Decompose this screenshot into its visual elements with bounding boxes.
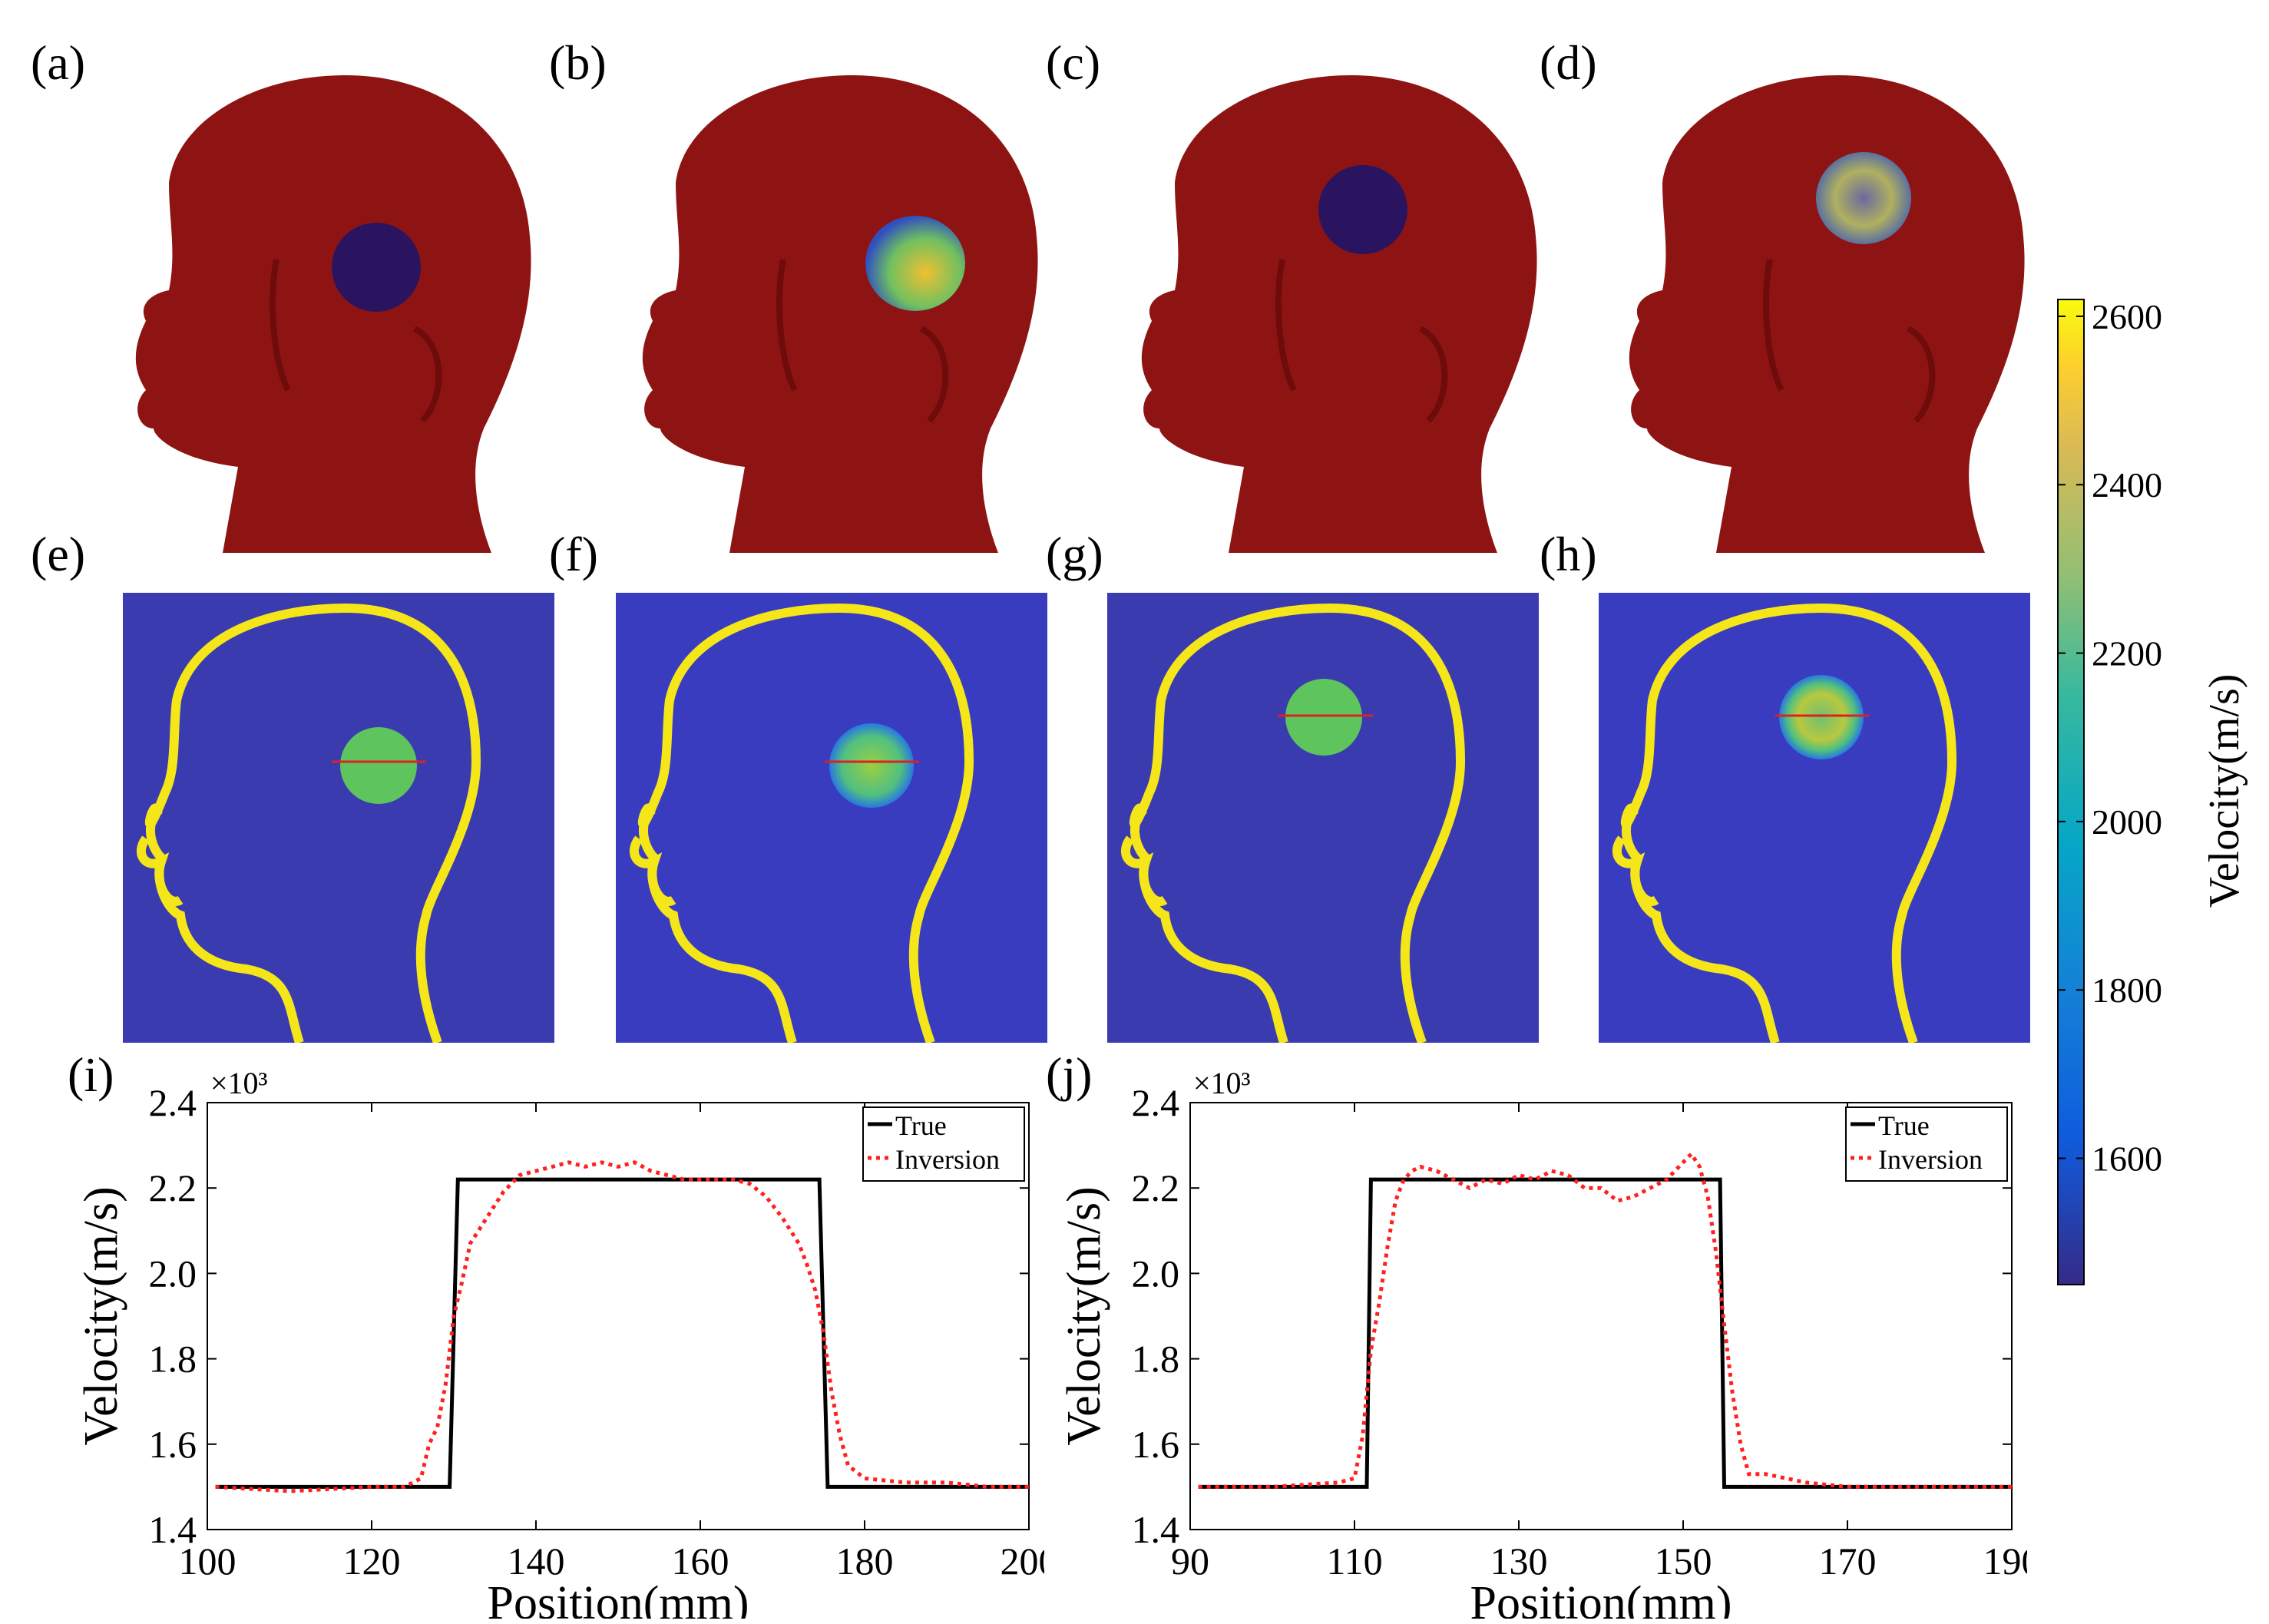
legend-label-true: True: [895, 1110, 947, 1141]
panel-label-b: (b): [549, 35, 607, 90]
y-tick-label: 1.6: [149, 1423, 197, 1466]
x-tick-label: 90: [1171, 1540, 1209, 1583]
x-tick-label: 130: [1490, 1540, 1548, 1583]
y-tick-label: 2.4: [1132, 1081, 1180, 1124]
colorbar: 1600 1800 2000 2200 2400 2600 Velocity(m/s): [2057, 297, 2248, 1285]
x-axis-label: Position(mm): [1470, 1577, 1732, 1619]
panel-label-a: (a): [31, 35, 86, 90]
panel-label-h: (h): [1540, 527, 1597, 581]
head-3d-d: [1629, 75, 2025, 553]
y-tick-label: 2.4: [149, 1081, 197, 1124]
inclusion-ellipse: [1816, 152, 1911, 244]
inclusion-circle: [829, 723, 914, 808]
y-multiplier: ×10³: [210, 1066, 268, 1100]
head-3d-c: [1141, 75, 1537, 553]
legend-box: [1845, 1106, 2008, 1182]
legend-label-inversion: Inversion: [895, 1144, 1000, 1175]
y-tick-label: 1.8: [1132, 1338, 1180, 1381]
panel-label-c: (c): [1046, 35, 1101, 90]
colorbar-tick-label: 1800: [2092, 971, 2162, 1010]
colorbar-tick-label: 2600: [2092, 297, 2162, 336]
inclusion-ellipse: [1318, 165, 1407, 254]
y-axis-label: Velocity(m/s): [1058, 1186, 1110, 1446]
y-tick-label: 2.2: [149, 1166, 197, 1209]
panel-label-j: (j): [1046, 1047, 1093, 1102]
colorbar-label: Velocity(m/s): [2201, 674, 2248, 908]
inclusion-circle: [340, 727, 417, 804]
colorbar-tick-label: 2200: [2092, 634, 2162, 673]
y-tick-label: 2.0: [149, 1252, 197, 1295]
x-axis-label: Position(mm): [487, 1577, 749, 1619]
velocity-map-g: [1107, 593, 1539, 1043]
y-tick-label: 1.4: [149, 1508, 197, 1551]
y-tick-label: 1.4: [1132, 1508, 1180, 1551]
panel-label-i: (i): [68, 1047, 114, 1102]
x-tick-label: 110: [1326, 1540, 1382, 1583]
x-tick-label: 120: [343, 1540, 401, 1583]
y-tick-label: 2.0: [1132, 1252, 1180, 1295]
series-line-inversion: [215, 1160, 1029, 1493]
panel-label-f: (f): [549, 527, 598, 581]
head-3d-a: [135, 75, 531, 553]
x-tick-label: 180: [836, 1540, 894, 1583]
panel-label-g: (g): [1046, 527, 1103, 581]
x-tick-label: 140: [508, 1540, 565, 1583]
profile-chart-i: 100 120 140 160 180 200 1.4 1.6 1.8 2.0 2.2 2.4 ×10³…: [75, 1066, 1045, 1619]
legend-box: [862, 1106, 1025, 1182]
profile-chart-j: 90 110 130 150 170 190 1.4 1.6 1.8 2.0 2.2 2.4 ×10³ P…: [1058, 1066, 2028, 1619]
x-tick-label: 190: [1983, 1540, 2028, 1583]
x-tick-label: 100: [179, 1540, 236, 1583]
colorbar-tick-label: 2400: [2092, 465, 2162, 504]
legend-label-true: True: [1878, 1110, 1930, 1141]
x-tick-label: 200: [1001, 1540, 1045, 1583]
series-line-true: [1198, 1177, 2012, 1489]
inclusion-circle: [1285, 679, 1362, 756]
colorbar-tick-label: 2000: [2092, 802, 2162, 842]
panel-label-d: (d): [1540, 35, 1597, 90]
inclusion-circle: [1779, 675, 1864, 759]
velocity-map-h: [1599, 593, 2030, 1043]
y-tick-label: 1.6: [1132, 1423, 1180, 1466]
inclusion-ellipse: [865, 216, 965, 311]
colorbar-gradient: [2057, 299, 2085, 1285]
panel-label-e: (e): [31, 527, 86, 581]
y-axis-label: Velocity(m/s): [75, 1186, 127, 1446]
inclusion-ellipse: [332, 223, 421, 312]
x-tick-label: 170: [1819, 1540, 1877, 1583]
series-line-inversion: [1198, 1150, 2012, 1489]
colorbar-tick-label: 1600: [2092, 1139, 2162, 1179]
y-tick-label: 1.8: [149, 1338, 197, 1381]
velocity-map-f: [616, 593, 1047, 1043]
series-line-true: [215, 1177, 1029, 1489]
head-3d-b: [642, 75, 1038, 553]
x-tick-label: 160: [672, 1540, 729, 1583]
velocity-map-e: [123, 593, 554, 1043]
legend-label-inversion: Inversion: [1878, 1144, 1983, 1175]
y-multiplier: ×10³: [1193, 1066, 1251, 1100]
y-tick-label: 2.2: [1132, 1166, 1180, 1209]
x-tick-label: 150: [1655, 1540, 1712, 1583]
head-outline: [144, 603, 481, 1043]
